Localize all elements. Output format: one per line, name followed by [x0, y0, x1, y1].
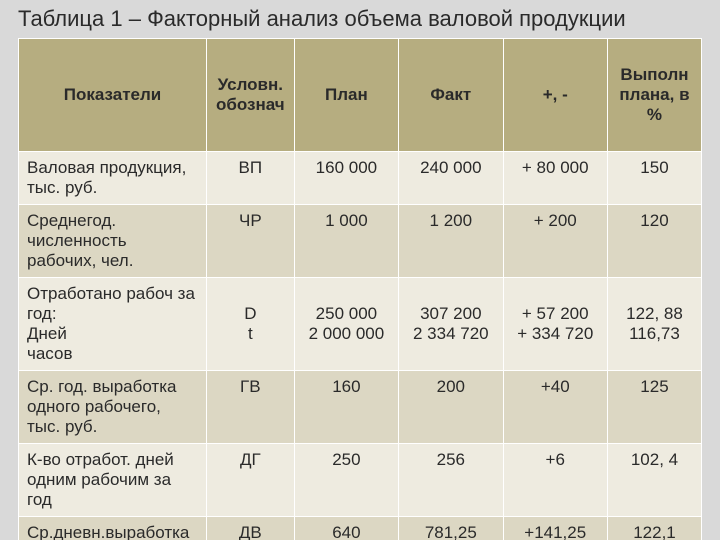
table-row: К-во отработ. дней одним рабочим за годД… — [19, 444, 702, 517]
table-row: Валовая продукция, тыс. руб.ВП160 000240… — [19, 152, 702, 205]
table-cell: Отработано рабоч за год:Днейчасов — [19, 278, 207, 371]
table-cell: 250 0002 000 000 — [294, 278, 398, 371]
table-row: Ср.дневн.выработка одним рабочим, руб.ДВ… — [19, 517, 702, 540]
table-cell: 307 2002 334 720 — [399, 278, 503, 371]
table-cell: + 57 200+ 334 720 — [503, 278, 607, 371]
table-cell: 250 — [294, 444, 398, 517]
table-cell: 781,25 — [399, 517, 503, 540]
table-cell: +6 — [503, 444, 607, 517]
table-cell: ЧР — [206, 205, 294, 278]
col-header-indicator: Показатели — [19, 39, 207, 152]
table-cell: 160 000 — [294, 152, 398, 205]
table-cell: 1 200 — [399, 205, 503, 278]
table-cell: 122,1 — [607, 517, 701, 540]
table-cell: + 200 — [503, 205, 607, 278]
table-cell: ВП — [206, 152, 294, 205]
table-cell: ДВ — [206, 517, 294, 540]
table-cell: Среднегод. численность рабочих, чел. — [19, 205, 207, 278]
table-cell: Dt — [206, 278, 294, 371]
page-title: Таблица 1 – Факторный анализ объема вало… — [18, 4, 702, 38]
col-header-diff: +, - — [503, 39, 607, 152]
table-cell: ГВ — [206, 371, 294, 444]
table-cell: 640 — [294, 517, 398, 540]
table-row: Отработано рабоч за год:ДнейчасовDt250 0… — [19, 278, 702, 371]
col-header-plan: План — [294, 39, 398, 152]
table-cell: 160 — [294, 371, 398, 444]
table-row: Среднегод. численность рабочих, чел.ЧР1 … — [19, 205, 702, 278]
table-cell: +141,25 — [503, 517, 607, 540]
table-cell: 240 000 — [399, 152, 503, 205]
table-cell: Ср.дневн.выработка одним рабочим, руб. — [19, 517, 207, 540]
col-header-fact: Факт — [399, 39, 503, 152]
table-cell: К-во отработ. дней одним рабочим за год — [19, 444, 207, 517]
table-cell: 150 — [607, 152, 701, 205]
table-cell: 200 — [399, 371, 503, 444]
col-header-symbol: Условн. обознач — [206, 39, 294, 152]
table-cell: 125 — [607, 371, 701, 444]
table-cell: ДГ — [206, 444, 294, 517]
col-header-percent: Выполн плана, в % — [607, 39, 701, 152]
table-body: Валовая продукция, тыс. руб.ВП160 000240… — [19, 152, 702, 540]
table-cell: + 80 000 — [503, 152, 607, 205]
table-cell: 1 000 — [294, 205, 398, 278]
table-row: Ср. год. выработка одного рабочего, тыс.… — [19, 371, 702, 444]
table-cell: 102, 4 — [607, 444, 701, 517]
table-cell: 256 — [399, 444, 503, 517]
table-header-row: Показатели Условн. обознач План Факт +, … — [19, 39, 702, 152]
table-cell: Валовая продукция, тыс. руб. — [19, 152, 207, 205]
factor-analysis-table: Показатели Условн. обознач План Факт +, … — [18, 38, 702, 540]
table-cell: Ср. год. выработка одного рабочего, тыс.… — [19, 371, 207, 444]
table-cell: 120 — [607, 205, 701, 278]
page: Таблица 1 – Факторный анализ объема вало… — [0, 0, 720, 540]
table-cell: 122, 88116,73 — [607, 278, 701, 371]
table-cell: +40 — [503, 371, 607, 444]
